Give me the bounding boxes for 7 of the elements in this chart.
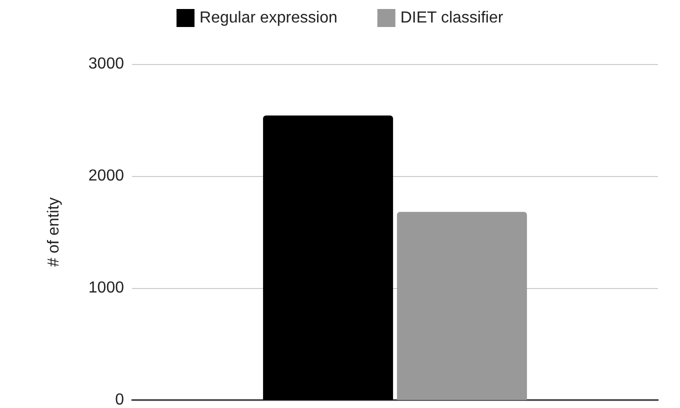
y-tick-label: 0 — [115, 392, 124, 408]
legend-label: Regular expression — [200, 10, 338, 26]
y-axis-title: # of entity — [46, 197, 62, 267]
legend-label: DIET classifier — [400, 10, 504, 26]
y-tick-label: 3000 — [88, 56, 124, 72]
y-tick-label: 2000 — [88, 168, 124, 184]
y-tick-label: 1000 — [88, 280, 124, 296]
